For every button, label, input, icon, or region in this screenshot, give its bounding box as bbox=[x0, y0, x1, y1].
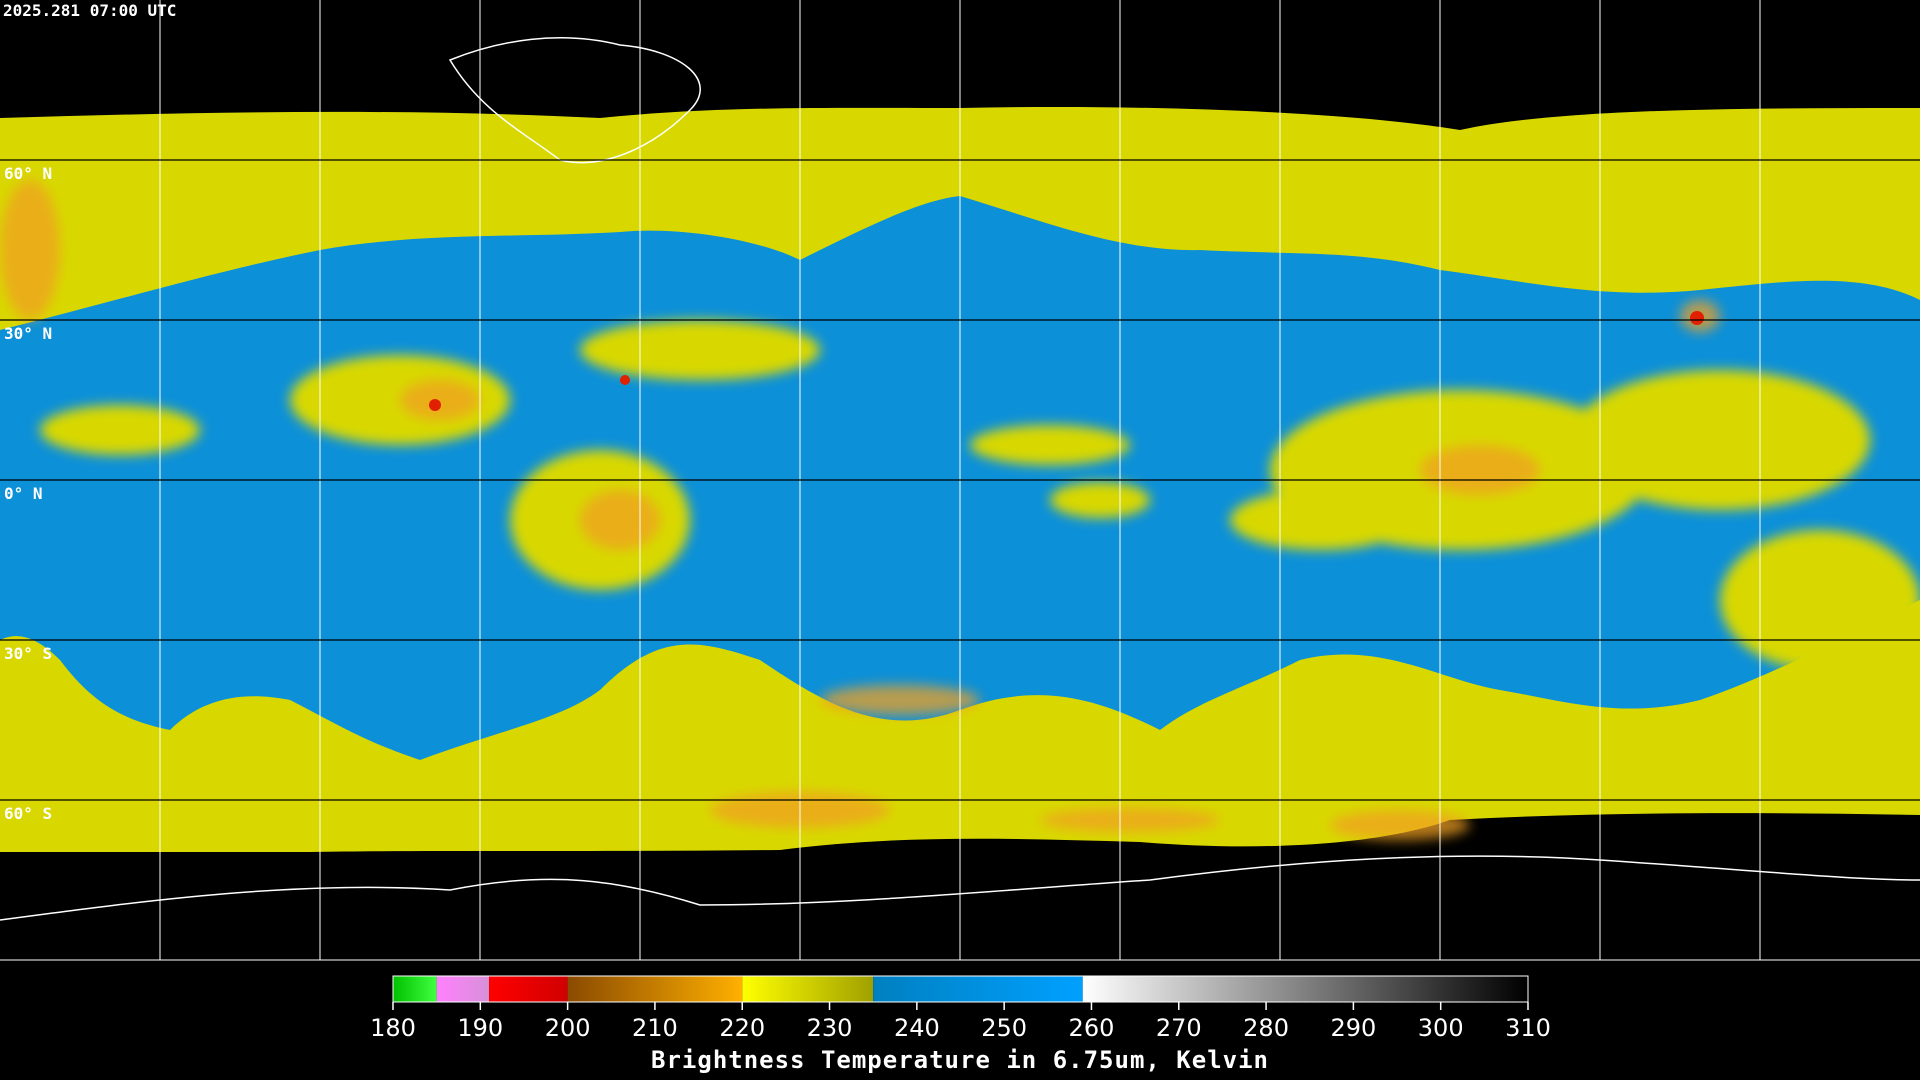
latitude-label: 60° S bbox=[4, 804, 52, 823]
colorbar-tick-label: 300 bbox=[1418, 1014, 1464, 1042]
antarctica-outline bbox=[0, 855, 1920, 921]
latitude-label: 30° S bbox=[4, 644, 52, 663]
colorbar-segment bbox=[567, 976, 743, 1002]
latitude-label: 60° N bbox=[4, 164, 52, 183]
colorbar-tick-label: 290 bbox=[1330, 1014, 1376, 1042]
colorbar-segment bbox=[393, 976, 437, 1002]
colorbar-tick-label: 230 bbox=[807, 1014, 853, 1042]
colorbar-tick-label: 270 bbox=[1156, 1014, 1202, 1042]
colorbar-segment bbox=[1082, 976, 1528, 1002]
latitude-label: 0° N bbox=[4, 484, 43, 503]
colorbar-tick-label: 190 bbox=[457, 1014, 503, 1042]
colorbar-tick-label: 200 bbox=[545, 1014, 591, 1042]
greenland-outline bbox=[448, 37, 701, 164]
colorbar-segment bbox=[742, 976, 874, 1002]
colorbar-tick-label: 280 bbox=[1243, 1014, 1289, 1042]
colorbar-segment bbox=[436, 976, 490, 1002]
latitude-labels: 60° N 30° N 0° N 30° S 60° S bbox=[4, 164, 52, 823]
colorbar-tick-label: 250 bbox=[981, 1014, 1027, 1042]
colorbar-tick-label: 180 bbox=[370, 1014, 416, 1042]
colorbar-title: Brightness Temperature in 6.75um, Kelvin bbox=[651, 1046, 1269, 1074]
deep-convection bbox=[429, 311, 1704, 411]
colorbar-tick-label: 310 bbox=[1505, 1014, 1551, 1042]
coastlines bbox=[0, 37, 1920, 921]
colorbar-tick-label: 240 bbox=[894, 1014, 940, 1042]
colorbar-tick-label: 260 bbox=[1069, 1014, 1115, 1042]
graticule bbox=[0, 0, 1920, 961]
timestamp: 2025.281 07:00 UTC bbox=[3, 1, 176, 20]
colorbar: 180 190 200 210 220 230 240 250 260 270 280 290 300 3… bbox=[370, 975, 1551, 1042]
colorbar-segment bbox=[489, 976, 568, 1002]
colorbar-segment bbox=[873, 976, 1083, 1002]
colorbar-frame bbox=[392, 975, 1529, 1003]
colorbar-tick-label: 220 bbox=[719, 1014, 765, 1042]
latitude-label: 30° N bbox=[4, 324, 52, 343]
colorbar-tick-label: 210 bbox=[632, 1014, 678, 1042]
